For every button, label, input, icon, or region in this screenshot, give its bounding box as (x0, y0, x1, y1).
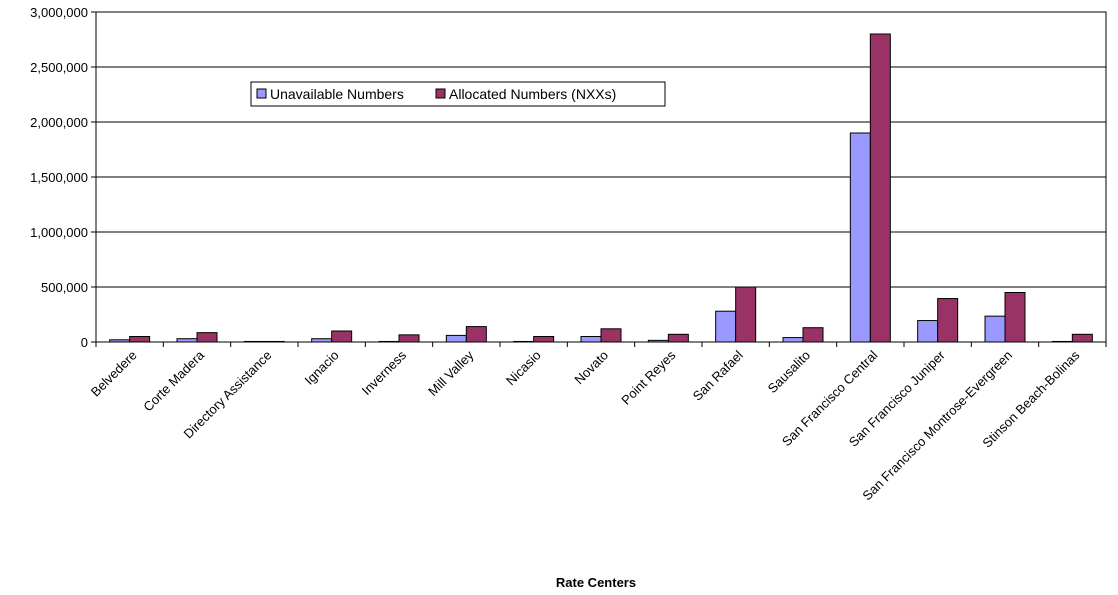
x-tick-label: San Rafael (690, 347, 746, 403)
legend-label: Allocated Numbers (NXXs) (449, 86, 616, 102)
x-tick-label: Point Reyes (618, 347, 679, 408)
x-tick-label: Mill Valley (425, 347, 477, 399)
bar-unavailable (715, 310, 737, 343)
x-tick-label: Sausalito (765, 348, 813, 396)
bar-allocated (129, 336, 151, 343)
bar-unavailable (782, 337, 804, 343)
bar-unavailable (849, 132, 871, 343)
y-axis-ticks: 0 500,000 1,000,000 1,500,000 2,000,000 2,500… (30, 5, 96, 350)
x-axis-title: Rate Centers (556, 575, 636, 590)
x-tick-label: Belvedere (88, 348, 140, 400)
bar-allocated (869, 33, 891, 343)
bar-allocated (465, 326, 487, 343)
bar-allocated (398, 334, 420, 343)
bars (109, 33, 1093, 343)
x-tick-label: San Francisco Montrose-Evergreen (859, 348, 1015, 504)
bar-unavailable (580, 336, 602, 343)
y-tick-label: 500,000 (41, 280, 88, 295)
bar-unavailable (984, 315, 1006, 343)
y-tick-label: 2,000,000 (30, 115, 88, 130)
bar-unavailable (445, 334, 467, 343)
bar-allocated (600, 328, 622, 343)
bar-allocated (331, 330, 353, 343)
legend-swatch (435, 88, 446, 99)
bar-allocated (1004, 292, 1026, 343)
x-tick-label: Inverness (359, 347, 410, 398)
y-tick-label: 0 (81, 335, 88, 350)
bar-allocated (735, 286, 757, 343)
bar-unavailable (917, 320, 939, 343)
bar-allocated (533, 336, 555, 343)
y-tick-label: 1,000,000 (30, 225, 88, 240)
legend: Unavailable Numbers Allocated Numbers (NX… (250, 81, 666, 107)
y-tick-label: 1,500,000 (30, 170, 88, 185)
bar-allocated (196, 332, 218, 343)
y-tick-label: 3,000,000 (30, 5, 88, 20)
legend-swatch (256, 88, 267, 99)
x-tick-label: Novato (571, 348, 611, 388)
gridlines (96, 11, 1106, 288)
bar-allocated (1071, 333, 1093, 343)
legend-box (250, 81, 666, 107)
bar-allocated (937, 298, 959, 343)
y-tick-label: 2,500,000 (30, 60, 88, 75)
legend-label: Unavailable Numbers (270, 86, 404, 102)
bar-allocated (802, 327, 824, 343)
bar-allocated (667, 333, 689, 343)
x-tick-label: Corte Madera (140, 347, 207, 414)
x-tick-label: Ignacio (302, 348, 342, 388)
x-tick-label: Nicasio (503, 348, 544, 389)
